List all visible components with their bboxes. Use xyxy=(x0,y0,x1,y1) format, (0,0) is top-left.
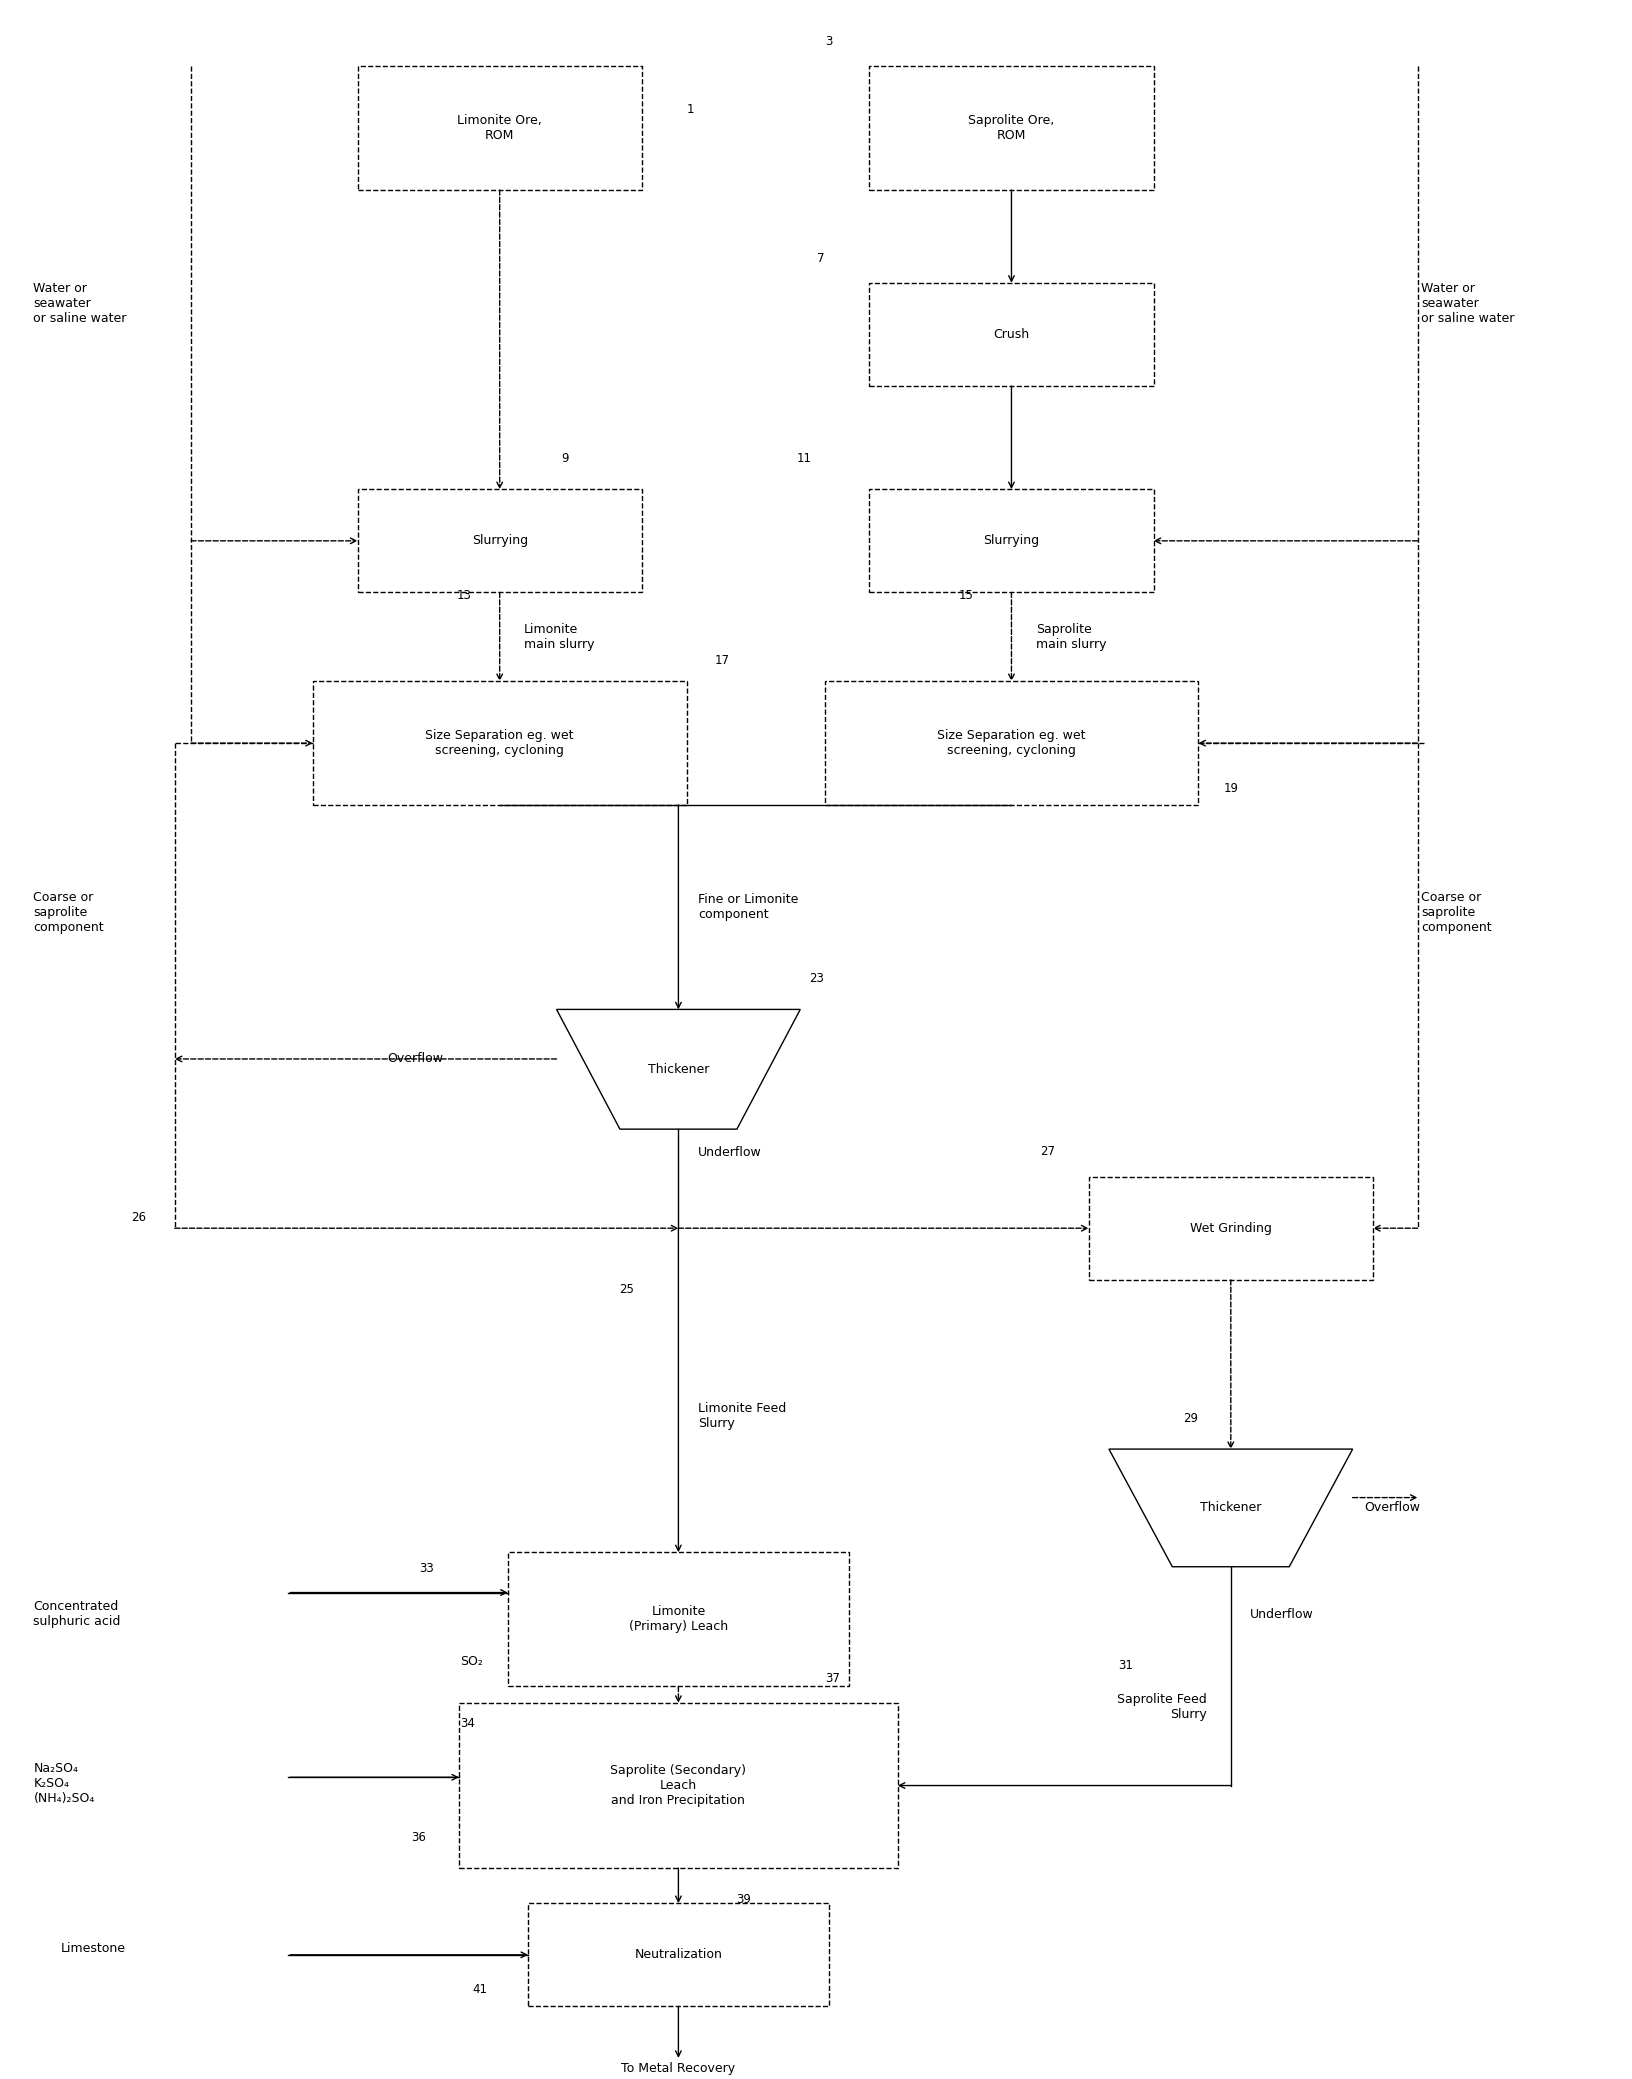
Text: Concentrated
sulphuric acid: Concentrated sulphuric acid xyxy=(33,1601,121,1628)
Text: 11: 11 xyxy=(796,451,811,466)
Text: 27: 27 xyxy=(1040,1146,1054,1158)
Text: Wet Grinding: Wet Grinding xyxy=(1190,1222,1271,1235)
Text: Limonite Ore,
ROM: Limonite Ore, ROM xyxy=(457,114,542,141)
Text: Slurrying: Slurrying xyxy=(472,534,527,547)
Text: 7: 7 xyxy=(816,252,824,264)
Text: Saprolite
main slurry: Saprolite main slurry xyxy=(1035,624,1105,651)
Text: 36: 36 xyxy=(411,1832,426,1844)
Text: 25: 25 xyxy=(619,1283,633,1295)
Text: Coarse or
saprolite
component: Coarse or saprolite component xyxy=(33,892,104,933)
Text: Coarse or
saprolite
component: Coarse or saprolite component xyxy=(1420,892,1490,933)
Text: Slurrying: Slurrying xyxy=(982,534,1040,547)
FancyBboxPatch shape xyxy=(1089,1177,1373,1281)
Text: Neutralization: Neutralization xyxy=(635,1948,721,1960)
Text: 3: 3 xyxy=(824,35,832,48)
Text: Underflow: Underflow xyxy=(697,1146,761,1160)
FancyBboxPatch shape xyxy=(313,682,685,805)
Text: SO₂: SO₂ xyxy=(460,1655,483,1667)
Text: Water or
seawater
or saline water: Water or seawater or saline water xyxy=(33,283,127,324)
FancyBboxPatch shape xyxy=(868,67,1152,189)
Text: Overflow: Overflow xyxy=(387,1052,442,1064)
Polygon shape xyxy=(557,1010,800,1129)
Polygon shape xyxy=(1108,1449,1351,1568)
FancyBboxPatch shape xyxy=(357,489,641,593)
Text: 13: 13 xyxy=(457,588,472,603)
Text: 29: 29 xyxy=(1182,1412,1196,1424)
Text: Limonite
(Primary) Leach: Limonite (Primary) Leach xyxy=(628,1605,728,1634)
FancyBboxPatch shape xyxy=(357,67,641,189)
Text: 33: 33 xyxy=(419,1561,434,1576)
Text: Thickener: Thickener xyxy=(1200,1501,1260,1514)
Text: 15: 15 xyxy=(958,588,973,603)
Text: Limestone: Limestone xyxy=(60,1942,126,1954)
Text: 31: 31 xyxy=(1116,1659,1133,1672)
FancyBboxPatch shape xyxy=(868,489,1152,593)
Text: Na₂SO₄
K₂SO₄
(NH₄)₂SO₄: Na₂SO₄ K₂SO₄ (NH₄)₂SO₄ xyxy=(33,1763,95,1805)
Text: 19: 19 xyxy=(1222,782,1237,794)
Text: 41: 41 xyxy=(472,1983,486,1996)
Text: Water or
seawater
or saline water: Water or seawater or saline water xyxy=(1420,283,1513,324)
Text: Fine or Limonite
component: Fine or Limonite component xyxy=(697,894,798,921)
Text: Crush: Crush xyxy=(992,328,1028,341)
Text: Overflow: Overflow xyxy=(1363,1501,1420,1514)
Text: Saprolite Feed
Slurry: Saprolite Feed Slurry xyxy=(1116,1692,1206,1721)
FancyBboxPatch shape xyxy=(508,1553,849,1686)
FancyBboxPatch shape xyxy=(527,1902,827,2006)
Text: Thickener: Thickener xyxy=(648,1062,708,1075)
Text: 1: 1 xyxy=(687,104,694,116)
Text: Saprolite (Secondary)
Leach
and Iron Precipitation: Saprolite (Secondary) Leach and Iron Pre… xyxy=(610,1765,746,1807)
Text: 26: 26 xyxy=(132,1212,147,1225)
Text: 17: 17 xyxy=(715,655,730,667)
Text: 34: 34 xyxy=(460,1717,475,1730)
FancyBboxPatch shape xyxy=(824,682,1198,805)
FancyBboxPatch shape xyxy=(868,283,1152,387)
Text: Size Separation eg. wet
screening, cycloning: Size Separation eg. wet screening, cyclo… xyxy=(426,730,573,757)
Text: Underflow: Underflow xyxy=(1250,1607,1314,1622)
Text: Size Separation eg. wet
screening, cycloning: Size Separation eg. wet screening, cyclo… xyxy=(937,730,1085,757)
Text: Saprolite Ore,
ROM: Saprolite Ore, ROM xyxy=(968,114,1054,141)
Text: 23: 23 xyxy=(808,973,824,985)
Text: 39: 39 xyxy=(736,1892,751,1906)
FancyBboxPatch shape xyxy=(459,1703,898,1869)
Text: 37: 37 xyxy=(824,1672,840,1684)
Text: To Metal Recovery: To Metal Recovery xyxy=(620,2062,734,2075)
Text: 9: 9 xyxy=(560,451,568,466)
Text: Limonite
main slurry: Limonite main slurry xyxy=(524,624,594,651)
Text: Limonite Feed
Slurry: Limonite Feed Slurry xyxy=(697,1401,785,1430)
